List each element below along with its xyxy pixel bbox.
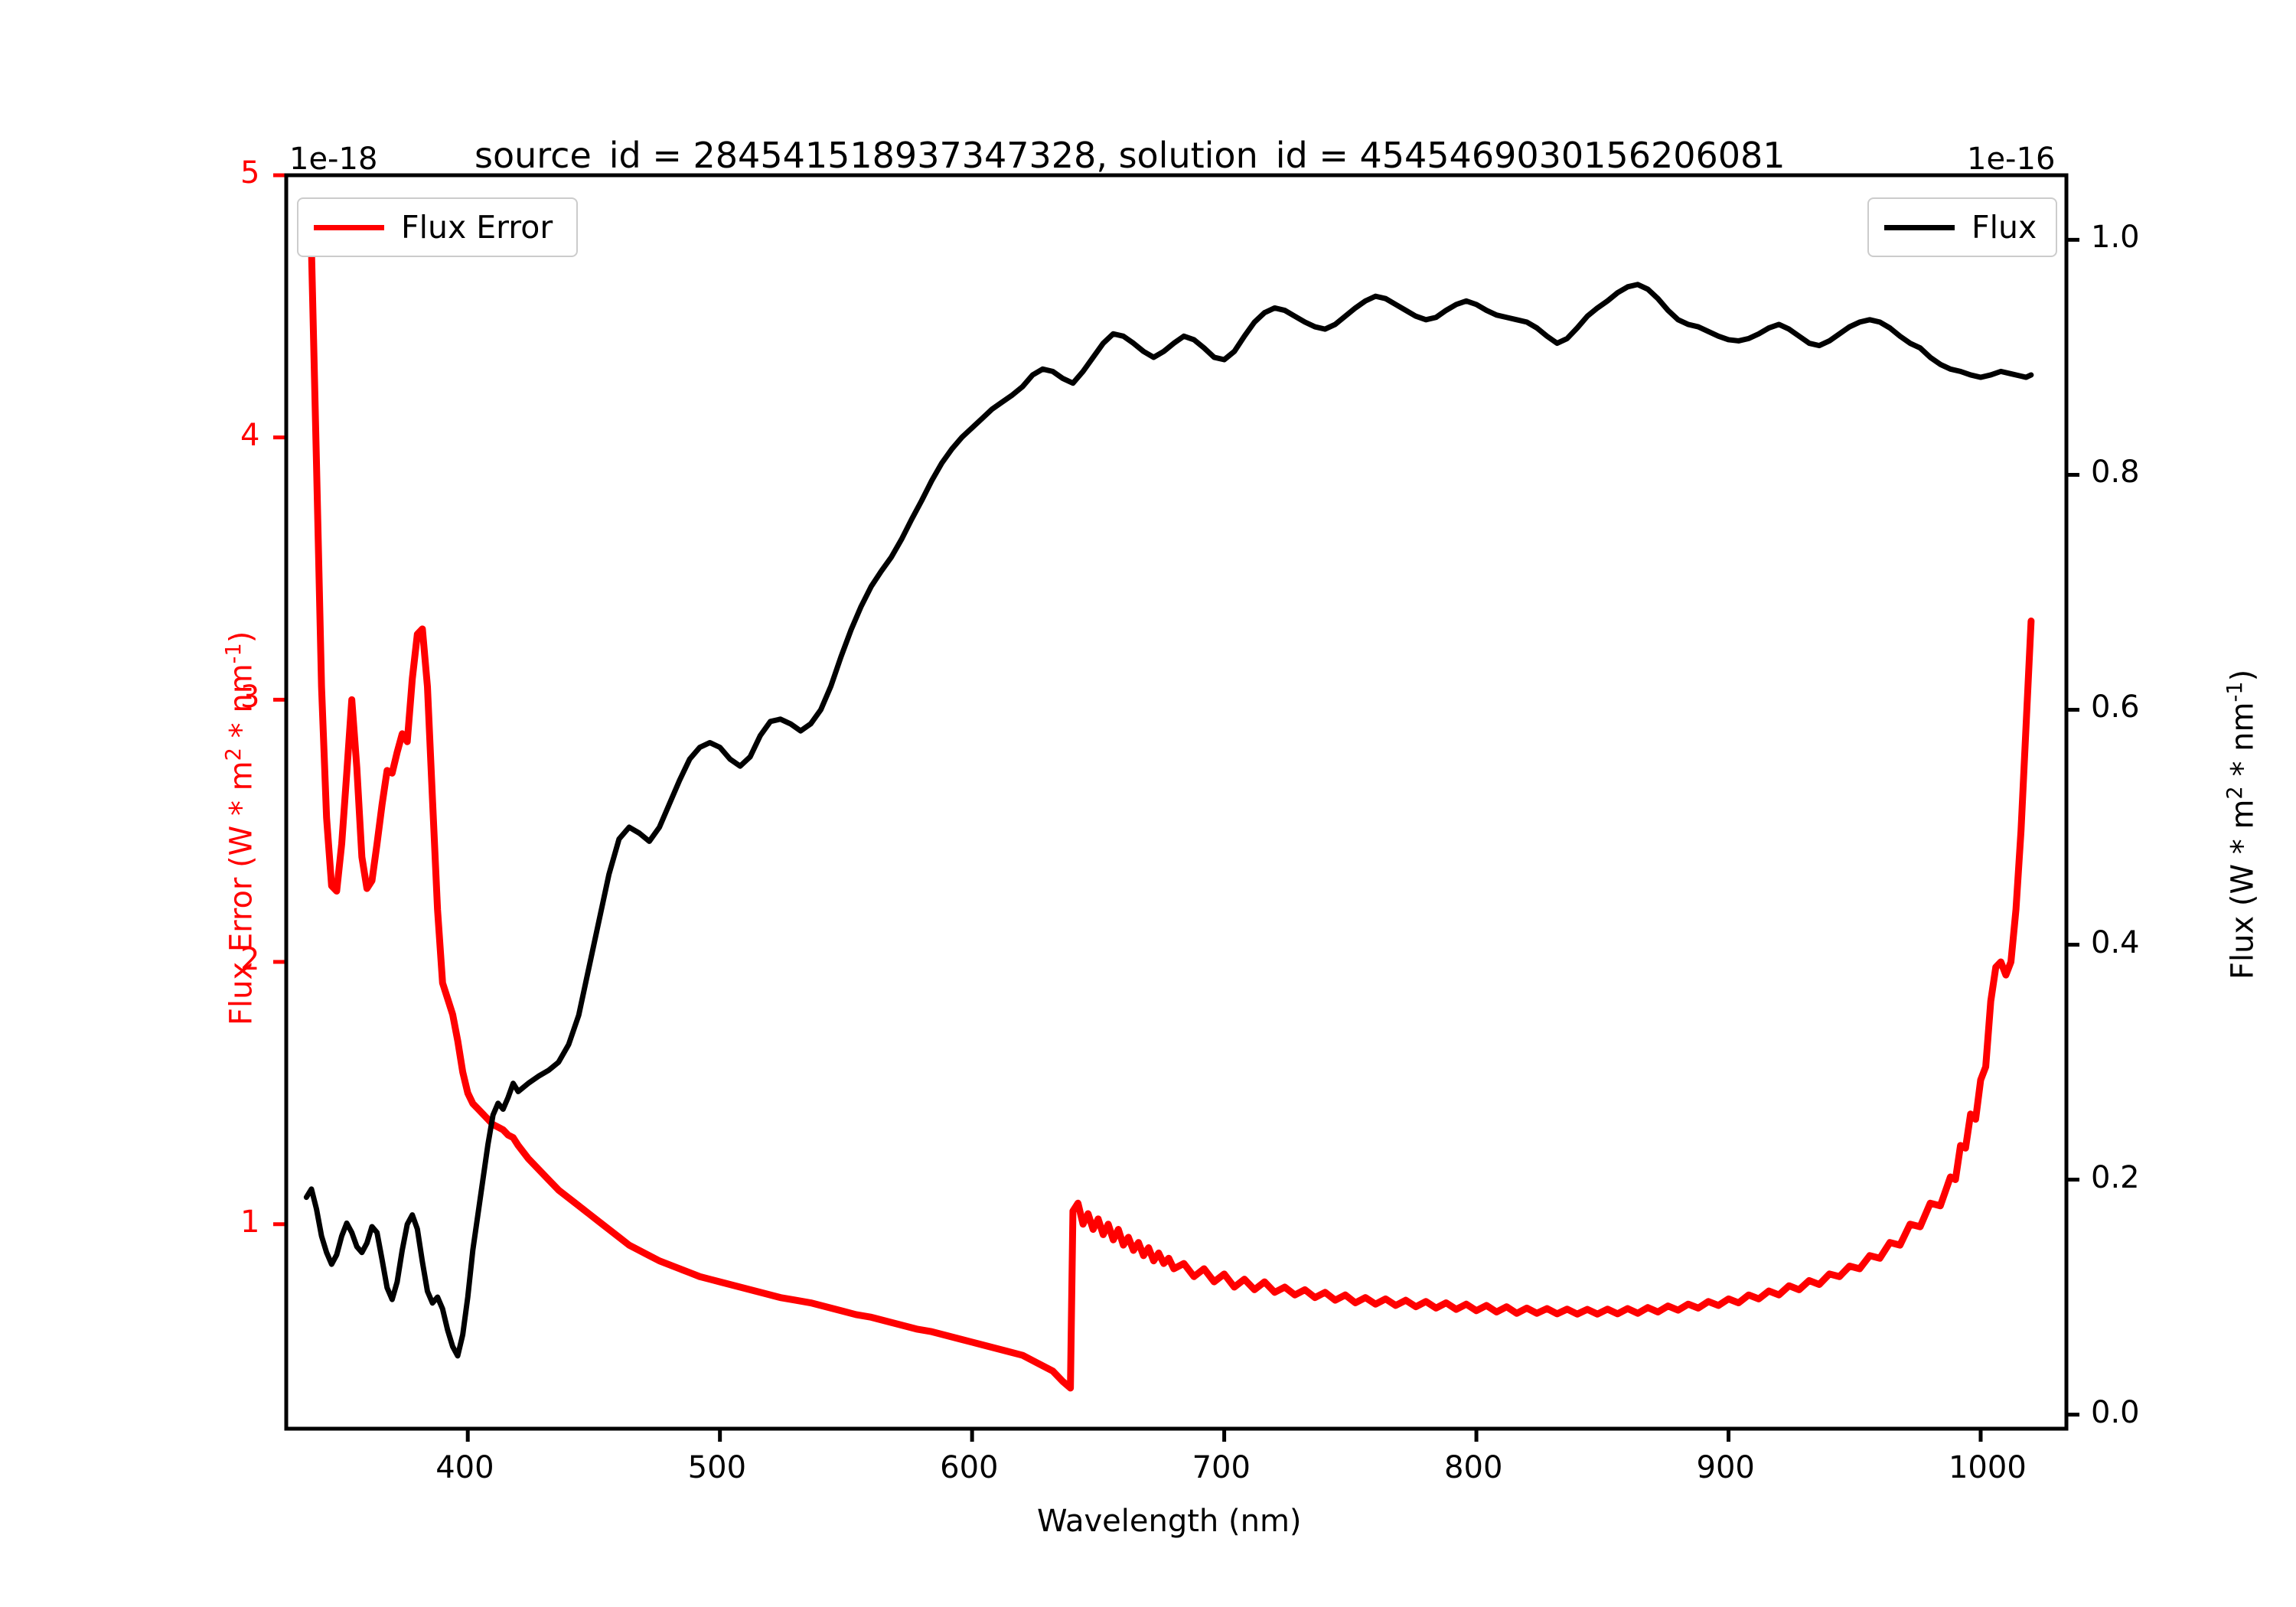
left-axis-title-prefix: Flux Error (W * m: [223, 761, 259, 1025]
page-title: source_id = 284541518937347328, solution…: [475, 135, 1786, 176]
series-line-flux-error: [302, 197, 2035, 1392]
legend-label-flux: Flux: [1971, 209, 2037, 246]
left-axis-offset-text: 1e-18: [289, 142, 378, 177]
legend-flux[interactable]: Flux: [1867, 197, 2057, 257]
left-axis-title-sup1: 2: [222, 748, 246, 761]
x-tick-label: 400: [435, 1450, 494, 1485]
left-y-tick-label: 4: [240, 417, 260, 453]
right-y-tick-label: 0.0: [2091, 1394, 2140, 1430]
left-y-tick-label: 3: [240, 680, 260, 715]
x-tick-label: 600: [940, 1450, 999, 1485]
left-y-tick-label: 5: [240, 155, 260, 191]
right-axis-title-prefix: Flux (W * m: [2225, 799, 2261, 980]
series-line-flux: [303, 282, 2034, 1359]
left-y-tick-label: 1: [240, 1204, 260, 1240]
right-y-tick-label: 1.0: [2091, 220, 2140, 256]
right-y-tick-label: 0.2: [2091, 1159, 2140, 1195]
right-axis-title-suffix: ): [2225, 669, 2261, 682]
legend-line-icon-flux: [1884, 224, 1955, 230]
legend-label-flux-error: Flux Error: [401, 209, 553, 246]
left-axis-title-suffix: ): [223, 631, 259, 644]
data-curves: [302, 197, 2035, 1392]
x-tick-label: 500: [687, 1450, 747, 1485]
x-tick-label: 1000: [1948, 1450, 2027, 1485]
right-axis-title: Flux (W * m2 * nm-1): [2223, 670, 2260, 980]
x-axis-title: Wavelength (nm): [1037, 1504, 1302, 1539]
right-y-tick-label: 0.8: [2091, 455, 2140, 491]
x-tick-label: 900: [1696, 1450, 1755, 1485]
left-axis-title: Flux Error (W * m2 * nm-1): [222, 631, 259, 1025]
legend-flux-error[interactable]: Flux Error: [297, 197, 578, 257]
left-axis-title-mid: * nm: [223, 663, 259, 748]
legend-line-icon-flux-error: [314, 224, 384, 230]
right-axis-offset-text: 1e-16: [1967, 142, 2056, 177]
plot-frame: [284, 173, 2069, 1431]
left-y-tick-label: 2: [240, 942, 260, 978]
x-tick-label: 800: [1444, 1450, 1503, 1485]
right-axis-title-sup2: -1: [2223, 681, 2247, 702]
right-axis-title-sup1: 2: [2223, 786, 2247, 800]
x-tick-label: 700: [1192, 1450, 1251, 1485]
tick-marks: [273, 173, 2079, 1442]
right-y-tick-label: 0.4: [2091, 924, 2140, 960]
right-axis-title-mid: * nm: [2225, 702, 2261, 787]
right-y-tick-label: 0.6: [2091, 689, 2140, 725]
left-axis-title-sup2: -1: [222, 643, 246, 664]
